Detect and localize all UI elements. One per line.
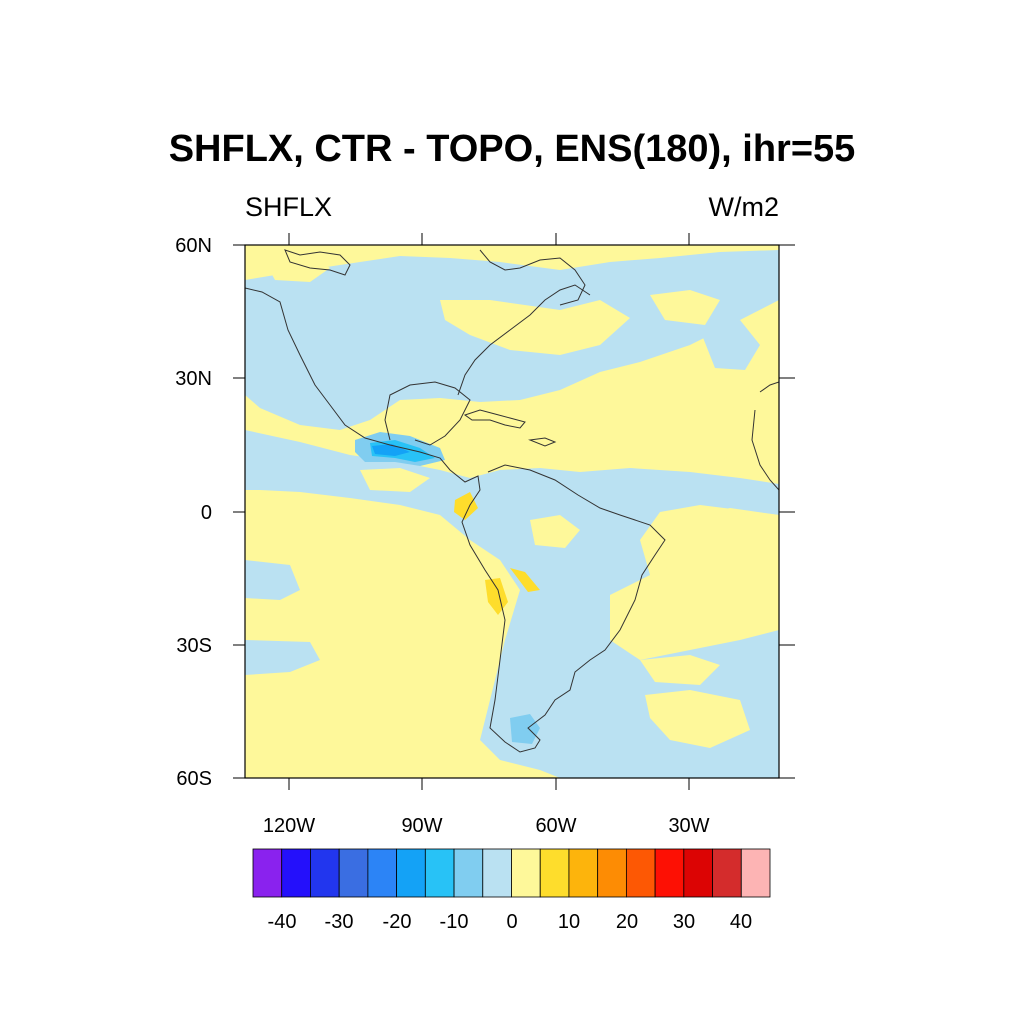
- lat-label: 60S: [176, 768, 212, 790]
- colorbar-label: -20: [383, 911, 412, 933]
- colorbar-swatch: [597, 848, 627, 898]
- colorbar-label: 40: [730, 911, 752, 933]
- positive-patches: [265, 255, 779, 748]
- colorbar-label: 0: [506, 911, 517, 933]
- tick-marks: [233, 233, 795, 790]
- colorbar-swatch: [482, 848, 512, 898]
- colorbar-label: -40: [268, 911, 297, 933]
- colorbar-swatch: [338, 848, 369, 898]
- variable-label: SHFLX: [245, 192, 333, 222]
- colorbar-swatch: [511, 848, 541, 898]
- colorbar-labels: -40 -30 -20 -10 0 10 20 30 40: [268, 911, 753, 933]
- colorbar-swatch: [252, 848, 283, 898]
- colorbar-swatch: [683, 848, 713, 898]
- colorbar-swatch: [654, 848, 685, 898]
- colorbar: [252, 848, 771, 898]
- colorbar-label: -10: [440, 911, 469, 933]
- colorbar-swatch: [453, 848, 484, 898]
- lon-label: 60W: [535, 815, 576, 837]
- colorbar-label: -30: [325, 911, 354, 933]
- colorbar-swatch: [424, 848, 455, 898]
- colorbar-label: 10: [558, 911, 580, 933]
- colorbar-swatch: [568, 848, 599, 898]
- colorbar-swatch: [625, 848, 656, 898]
- colorbar-swatch: [740, 848, 771, 898]
- plot-title: SHFLX, CTR - TOPO, ENS(180), ihr=55: [168, 128, 856, 170]
- lat-label: 60N: [175, 235, 212, 257]
- map-panel: [245, 245, 779, 778]
- lat-label: 30S: [176, 635, 212, 657]
- lat-label: 30N: [175, 368, 212, 390]
- colorbar-label: 20: [616, 911, 638, 933]
- colorbar-swatch: [367, 848, 398, 898]
- units-label: W/m2: [708, 192, 780, 222]
- colorbar-swatch: [396, 848, 426, 898]
- lon-label: 120W: [263, 815, 315, 837]
- colorbar-swatch: [310, 848, 340, 898]
- coastlines: [245, 249, 779, 753]
- lon-labels: 120W 90W 60W 30W: [263, 815, 710, 837]
- colorbar-swatch: [712, 848, 742, 898]
- lat-label: 0: [201, 502, 212, 524]
- lat-labels: 60N 30N 0 30S 60S: [175, 235, 212, 790]
- colorbar-swatch: [539, 848, 570, 898]
- strong-anomalies: [355, 432, 540, 744]
- lon-label: 90W: [401, 815, 442, 837]
- lon-label: 30W: [668, 815, 709, 837]
- colorbar-swatch: [281, 848, 311, 898]
- colorbar-label: 30: [673, 911, 695, 933]
